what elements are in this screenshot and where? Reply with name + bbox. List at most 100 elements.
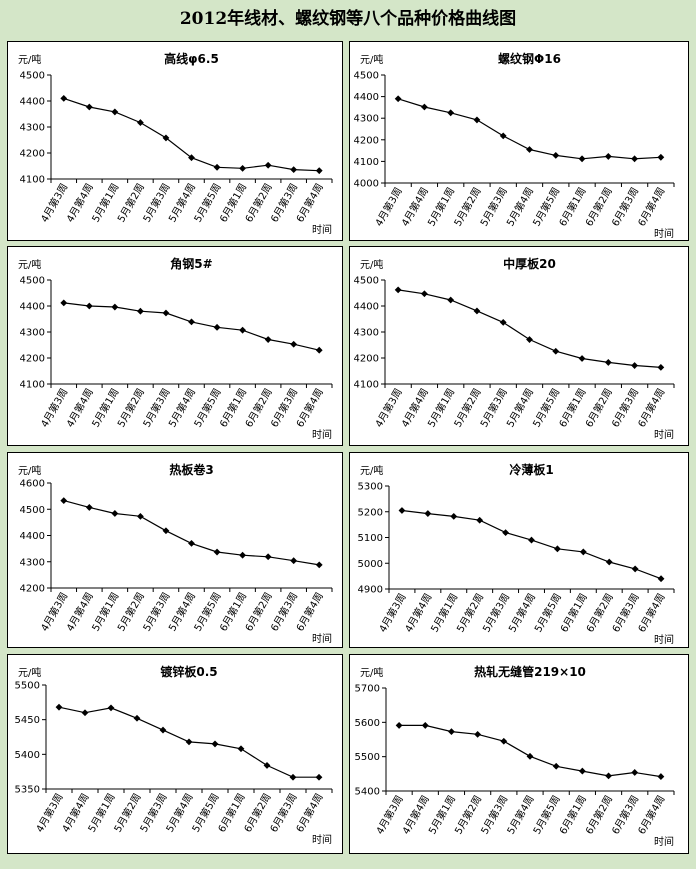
data-point bbox=[448, 728, 455, 736]
y-tick-label: 4100 bbox=[354, 380, 379, 391]
data-point bbox=[264, 553, 272, 561]
data-point bbox=[213, 548, 221, 556]
y-tick-label: 4100 bbox=[20, 380, 45, 391]
data-point bbox=[474, 730, 482, 738]
data-point bbox=[315, 773, 323, 781]
y-tick-label: 4300 bbox=[354, 114, 379, 125]
chart-panel-rebar: 螺纹钢Φ16 元/吨 4000 4100 4200 4300 4400 4500 4月第3周 4月… bbox=[349, 41, 689, 241]
data-point bbox=[107, 704, 115, 712]
data-point bbox=[159, 726, 167, 734]
data-point bbox=[473, 116, 481, 124]
chart-title: 高线φ6.5 bbox=[164, 51, 219, 66]
data-point bbox=[188, 539, 195, 547]
data-point bbox=[111, 108, 119, 116]
data-point bbox=[264, 336, 272, 343]
y-tick-label: 5200 bbox=[358, 507, 383, 518]
series-line bbox=[399, 724, 661, 778]
chart-title: 热轧无缝管219×10 bbox=[474, 664, 586, 679]
y-tick-label: 5450 bbox=[15, 715, 40, 726]
y-tick-label: 4200 bbox=[354, 135, 379, 146]
data-point bbox=[162, 527, 170, 535]
data-point bbox=[264, 161, 272, 169]
chart-title: 热板卷3 bbox=[169, 462, 213, 477]
chart-svg: 高线φ6.5元/吨410042004300440045004月第3周4月第4周5… bbox=[18, 51, 333, 236]
data-point bbox=[499, 132, 507, 140]
y-tick-label: 4500 bbox=[354, 276, 379, 287]
data-point bbox=[85, 504, 93, 511]
y-tick-label: 4500 bbox=[354, 71, 379, 82]
y-tick-label: 5700 bbox=[355, 684, 380, 695]
data-point bbox=[605, 558, 613, 566]
x-axis-label: 时间 bbox=[312, 833, 332, 846]
data-point bbox=[605, 772, 612, 780]
x-axis-label: 时间 bbox=[312, 223, 332, 236]
data-point bbox=[237, 745, 245, 753]
x-axis-label: 时间 bbox=[654, 227, 674, 240]
data-point bbox=[289, 773, 297, 781]
y-tick-label: 5300 bbox=[358, 482, 383, 493]
y-axis-label: 元/吨 bbox=[18, 258, 41, 271]
data-point bbox=[60, 95, 68, 102]
data-point bbox=[421, 722, 429, 729]
data-point bbox=[137, 119, 144, 126]
data-point bbox=[604, 153, 612, 160]
data-point bbox=[239, 164, 246, 172]
y-tick-label: 4000 bbox=[354, 179, 379, 190]
chart-panel-medium-plate: 中厚板20 元/吨 4100 4200 4300 4400 4500 4月第3周 4月第4周 5月… bbox=[349, 246, 689, 446]
chart-svg: 热板卷3元/吨420043004400450046004月第3周4月第4周5月第… bbox=[18, 462, 333, 645]
data-point bbox=[447, 296, 455, 304]
chart-title: 中厚板20 bbox=[503, 256, 556, 271]
y-tick-label: 4400 bbox=[354, 92, 379, 103]
data-point bbox=[424, 510, 432, 517]
data-point bbox=[657, 773, 665, 780]
data-point bbox=[394, 286, 402, 294]
chart-svg: 中厚板20元/吨410042004300440045004月第3周4月第4周5月… bbox=[354, 256, 675, 441]
y-tick-label: 4300 bbox=[20, 328, 45, 339]
data-point bbox=[60, 299, 68, 307]
data-point bbox=[447, 109, 455, 117]
data-point bbox=[239, 326, 246, 334]
series-line bbox=[63, 302, 320, 351]
data-point bbox=[500, 737, 508, 745]
data-point bbox=[578, 155, 586, 163]
chart-title: 螺纹钢Φ16 bbox=[498, 51, 561, 66]
y-tick-label: 4100 bbox=[354, 157, 379, 168]
data-point bbox=[657, 363, 665, 371]
data-point bbox=[55, 703, 63, 711]
data-point bbox=[111, 303, 119, 311]
chart-svg: 热轧无缝管219×10元/吨54005500560057004月第3周4月第4周… bbox=[355, 664, 675, 848]
y-tick-label: 4900 bbox=[358, 585, 383, 596]
chart-svg: 冷薄板1元/吨490050005100520053004月第3周4月第4周5月第… bbox=[358, 462, 675, 646]
y-axis-label: 元/吨 bbox=[18, 666, 41, 679]
chart-panel-wire-rod: 高线φ6.5 元/吨 4100 4200 4300 4400 4500 4月第3周 4月第4周 5… bbox=[7, 41, 343, 241]
y-tick-label: 5500 bbox=[15, 681, 40, 692]
series-line bbox=[398, 289, 661, 368]
series-line bbox=[401, 509, 662, 580]
x-axis-label: 时间 bbox=[654, 835, 674, 848]
data-point bbox=[631, 155, 638, 163]
data-point bbox=[290, 340, 298, 348]
data-point bbox=[263, 762, 271, 769]
chart-panel-angle-steel: 角钢5# 元/吨 4100 4200 4300 4400 4500 4月第3周 4月第4周 5月第… bbox=[7, 246, 343, 446]
chart-title: 角钢5# bbox=[170, 256, 212, 271]
data-point bbox=[657, 153, 665, 161]
data-point bbox=[60, 497, 68, 504]
chart-panel-cold-sheet: 冷薄板1 元/吨 4900 5000 5100 5200 5300 4月第3周 4月第4周 5月第… bbox=[349, 452, 689, 648]
data-point bbox=[395, 722, 403, 729]
y-tick-label: 4200 bbox=[20, 149, 45, 160]
data-point bbox=[315, 346, 323, 354]
data-point bbox=[421, 290, 428, 298]
y-tick-label: 4400 bbox=[20, 302, 45, 313]
y-tick-label: 4200 bbox=[20, 354, 45, 365]
data-point bbox=[476, 516, 484, 524]
data-point bbox=[137, 307, 144, 315]
y-tick-label: 4300 bbox=[354, 328, 379, 339]
data-point bbox=[188, 318, 195, 326]
data-point bbox=[528, 536, 535, 544]
data-point bbox=[526, 336, 533, 343]
data-point bbox=[162, 134, 170, 142]
data-point bbox=[290, 166, 298, 174]
data-point bbox=[85, 103, 93, 111]
chart-panel-galvanized: 镀锌板0.5 元/吨 5350 5400 5450 5500 4月第3周 4月第4周 5月第1周… bbox=[7, 654, 343, 854]
y-tick-label: 4400 bbox=[20, 97, 45, 108]
